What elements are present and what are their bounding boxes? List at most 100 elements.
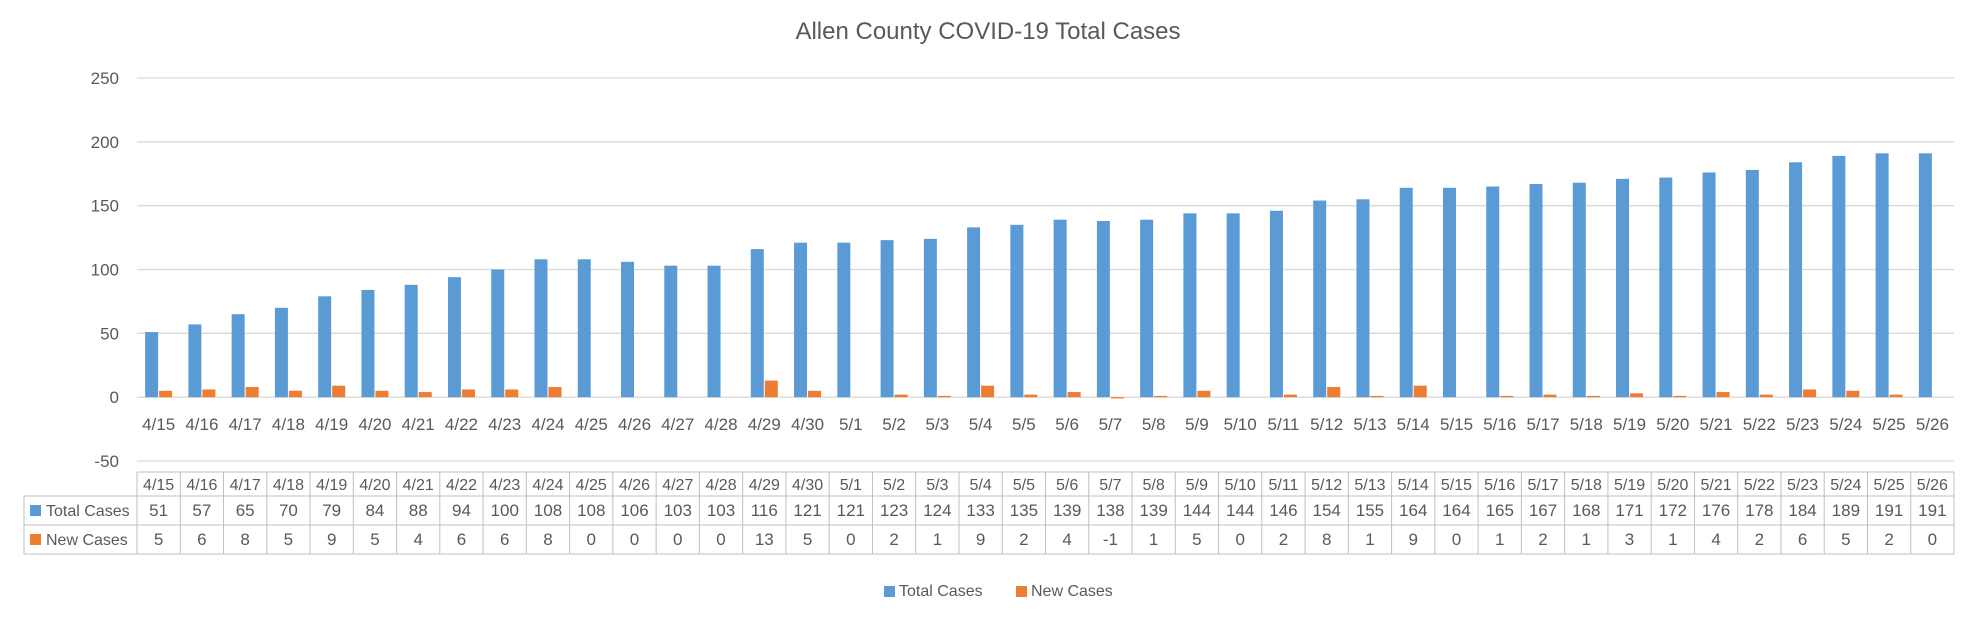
table-value-cell: 94 <box>452 501 471 520</box>
legend-label: New Cases <box>1031 583 1113 600</box>
table-value-cell: 2 <box>1538 530 1547 549</box>
table-value-cell: 154 <box>1313 501 1341 520</box>
new-cases-bar <box>894 394 908 398</box>
x-tick-label: 5/12 <box>1310 415 1343 434</box>
x-tick-label: 4/25 <box>575 415 608 434</box>
x-tick-label: 5/16 <box>1483 415 1516 434</box>
table-value-cell: 65 <box>236 501 255 520</box>
table-value-cell: 5 <box>1192 530 1201 549</box>
table-value-cell: 0 <box>630 530 639 549</box>
table-value-cell: 121 <box>793 501 821 520</box>
table-value-cell: 121 <box>837 501 865 520</box>
new-cases-bar <box>288 390 302 398</box>
y-tick-label: 150 <box>91 197 119 216</box>
table-value-cell: 5 <box>154 530 163 549</box>
table-value-cell: 189 <box>1832 501 1860 520</box>
table-value-cell: 0 <box>587 530 596 549</box>
table-value-cell: 0 <box>1452 530 1461 549</box>
table-value-cell: 1 <box>1365 530 1374 549</box>
new-cases-bar <box>808 390 822 398</box>
table-header-cell: 4/23 <box>489 477 520 494</box>
new-cases-bar <box>1543 394 1557 398</box>
table-value-cell: 108 <box>534 501 562 520</box>
table-header-cell: 5/22 <box>1744 477 1775 494</box>
total-cases-bar <box>231 314 245 398</box>
table-value-cell: 1 <box>1495 530 1504 549</box>
table-header-cell: 5/11 <box>1268 477 1298 494</box>
x-tick-label: 5/13 <box>1353 415 1386 434</box>
new-cases-bar <box>418 392 432 398</box>
new-cases-bar <box>1154 395 1168 398</box>
y-tick-label: 200 <box>91 133 119 152</box>
table-value-cell: 0 <box>716 530 725 549</box>
x-tick-label: 4/15 <box>142 415 175 434</box>
total-cases-bar <box>447 277 461 398</box>
total-cases-bar <box>1702 172 1716 398</box>
x-tick-label: 5/26 <box>1916 415 1949 434</box>
new-cases-bar <box>1630 393 1644 398</box>
table-header-cell: 5/25 <box>1874 477 1905 494</box>
total-cases-bar <box>1096 220 1110 398</box>
new-cases-bar <box>1716 392 1730 398</box>
table-value-cell: 6 <box>500 530 509 549</box>
x-tick-label: 4/17 <box>229 415 262 434</box>
new-cases-bar <box>245 386 259 398</box>
table-value-cell: 178 <box>1745 501 1773 520</box>
total-cases-bar <box>1572 182 1586 398</box>
table-value-cell: 1 <box>1668 530 1677 549</box>
table-header-cell: 5/4 <box>969 477 991 494</box>
table-header-cell: 4/18 <box>273 477 304 494</box>
new-cases-bar <box>937 395 951 398</box>
new-cases-bar <box>764 380 778 398</box>
table-value-cell: 155 <box>1356 501 1384 520</box>
table-value-cell: 0 <box>673 530 682 549</box>
total-cases-bar <box>1486 186 1500 398</box>
x-tick-label: 5/14 <box>1397 415 1430 434</box>
x-tick-label: 5/3 <box>926 415 950 434</box>
x-tick-label: 5/1 <box>839 415 863 434</box>
table-value-cell: 108 <box>577 501 605 520</box>
total-cases-bar <box>1183 213 1197 398</box>
table-value-cell: 6 <box>1798 530 1807 549</box>
new-cases-bar <box>461 389 475 398</box>
table-header-cell: 4/21 <box>403 477 434 494</box>
new-cases-bar <box>1370 395 1384 398</box>
table-value-cell: 133 <box>966 501 994 520</box>
table-value-cell: 2 <box>1755 530 1764 549</box>
table-header-cell: 4/29 <box>749 477 780 494</box>
table-header-cell: 5/8 <box>1143 477 1165 494</box>
x-tick-label: 5/10 <box>1224 415 1257 434</box>
new-cases-bar <box>1889 394 1903 398</box>
total-cases-bar <box>577 259 591 398</box>
total-cases-bar <box>1918 153 1932 398</box>
table-value-cell: 79 <box>322 501 341 520</box>
table-value-cell: 1 <box>1149 530 1158 549</box>
x-tick-label: 4/26 <box>618 415 651 434</box>
table-value-cell: 167 <box>1529 501 1557 520</box>
total-cases-bar <box>1053 219 1067 398</box>
total-cases-bar <box>1010 224 1024 398</box>
total-cases-bar <box>621 261 635 398</box>
new-cases-bar <box>1024 394 1038 398</box>
table-value-cell: 2 <box>889 530 898 549</box>
table-legend-key <box>30 534 41 545</box>
new-cases-bar <box>1673 395 1687 398</box>
table-value-cell: 116 <box>751 501 778 520</box>
x-tick-label: 4/19 <box>315 415 348 434</box>
table-header-cell: 4/28 <box>705 477 736 494</box>
y-tick-label: 50 <box>100 324 119 343</box>
y-tick-label: 0 <box>110 388 119 407</box>
table-value-cell: 176 <box>1702 501 1730 520</box>
total-cases-bar <box>1875 153 1889 398</box>
x-tick-label: 5/5 <box>1012 415 1036 434</box>
table-value-cell: 6 <box>197 530 206 549</box>
table-value-cell: 139 <box>1053 501 1081 520</box>
x-tick-label: 5/21 <box>1700 415 1733 434</box>
new-cases-bar <box>548 386 562 398</box>
table-header-cell: 5/7 <box>1099 477 1121 494</box>
table-header-cell: 5/21 <box>1700 477 1731 494</box>
total-cases-bar <box>404 284 418 398</box>
table-header-cell: 5/10 <box>1225 477 1256 494</box>
x-tick-label: 5/20 <box>1656 415 1689 434</box>
